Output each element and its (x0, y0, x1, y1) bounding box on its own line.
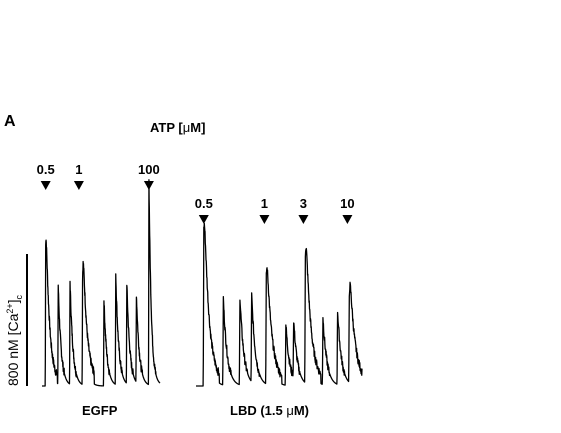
lbd-trace (195, 222, 363, 387)
treatment-title: ATP [μM] (150, 120, 205, 135)
lbd-stimulus-marker (198, 215, 209, 224)
lbd-caption: LBD (1.5 μM) (230, 403, 309, 418)
egfp-panel: EGFP 0.5 1 100 (37, 162, 161, 418)
lbd-stimulus-label: 0.5 (195, 196, 213, 211)
egfp-stimulus-marker (143, 181, 154, 190)
treatment-title-mu: μ (183, 120, 191, 135)
y-axis-label-main: 800 nM [Ca (5, 313, 21, 386)
treatment-title-prefix: ATP [ (150, 120, 183, 135)
lbd-caption-prefix: LBD (1.5 (230, 403, 286, 418)
lbd-stimulus-marker (342, 215, 353, 224)
lbd-panel: LBD (1.5 μM) 0.5 1 3 10 (195, 196, 363, 418)
lbd-stimulus-label: 3 (300, 196, 307, 211)
lbd-caption-suffix: M) (294, 403, 309, 418)
lbd-stimulus-marker (298, 215, 309, 224)
lbd-stimulus-label: 1 (261, 196, 268, 211)
y-axis-label-close: ] (5, 299, 21, 303)
y-axis-label-sup: 2+ (5, 303, 15, 313)
egfp-stimulus-marker (73, 181, 84, 190)
lbd-caption-mu: μ (286, 403, 294, 418)
panel-label: A (4, 113, 16, 130)
egfp-stimulus-label: 100 (138, 162, 160, 177)
egfp-stimulus-marker (40, 181, 51, 190)
egfp-stimulus-label: 1 (75, 162, 82, 177)
egfp-trace (41, 179, 161, 387)
egfp-stimulus-label: 0.5 (37, 162, 55, 177)
treatment-title-suffix: M] (190, 120, 205, 135)
lbd-stimulus-label: 10 (340, 196, 354, 211)
lbd-stimulus-marker (259, 215, 270, 224)
y-axis-label-sub: c (14, 294, 24, 299)
egfp-caption: EGFP (82, 403, 118, 418)
y-axis-label: 800 nM [Ca2+]c (5, 294, 24, 386)
